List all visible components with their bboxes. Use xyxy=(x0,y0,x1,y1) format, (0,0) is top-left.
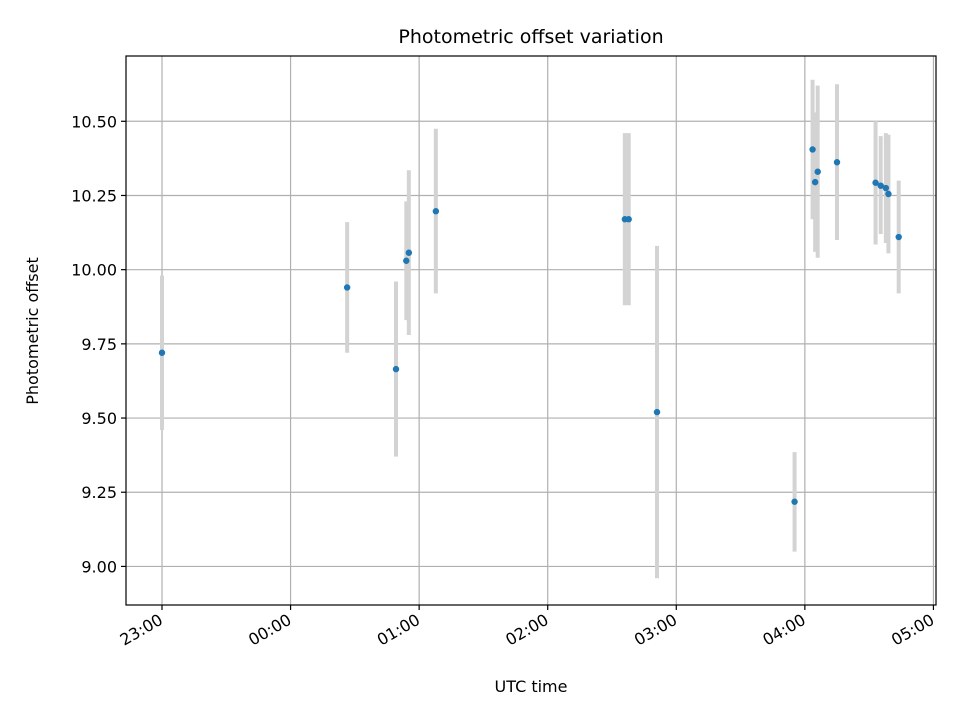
y-tick-label: 10.50 xyxy=(71,112,117,131)
data-point xyxy=(791,498,798,505)
plot-area-frame xyxy=(125,55,937,606)
data-point xyxy=(885,190,892,198)
data-point xyxy=(833,159,841,166)
chart-title: Photometric offset variation xyxy=(398,26,663,48)
y-tick-label: 9.75 xyxy=(81,335,117,354)
y-tick-label: 10.25 xyxy=(71,186,117,205)
data-point xyxy=(432,208,440,215)
data-point xyxy=(882,184,890,192)
y-tick-label: 9.00 xyxy=(81,557,117,576)
data-point xyxy=(814,168,821,175)
data-point xyxy=(158,349,166,356)
data-point xyxy=(403,257,410,264)
y-tick-label: 9.25 xyxy=(81,483,117,502)
data-point xyxy=(872,179,879,186)
data-point xyxy=(392,365,400,373)
y-tick-label: 10.00 xyxy=(71,261,117,280)
data-point xyxy=(653,408,661,416)
data-point xyxy=(405,249,413,256)
x-axis-title: UTC time xyxy=(495,677,568,696)
data-point xyxy=(877,182,884,189)
y-axis: 9.00 9.25 9.50 9.75 10.00 10.25 10.50 xyxy=(71,112,126,576)
data-point xyxy=(811,178,819,186)
data-point xyxy=(895,233,902,241)
data-point xyxy=(625,216,632,223)
grid xyxy=(126,56,936,605)
y-axis-title: Photometric offset xyxy=(23,257,42,405)
data-points xyxy=(158,146,902,505)
y-tick-label: 9.50 xyxy=(81,409,117,428)
data-point xyxy=(343,284,351,291)
data-point xyxy=(809,146,816,153)
